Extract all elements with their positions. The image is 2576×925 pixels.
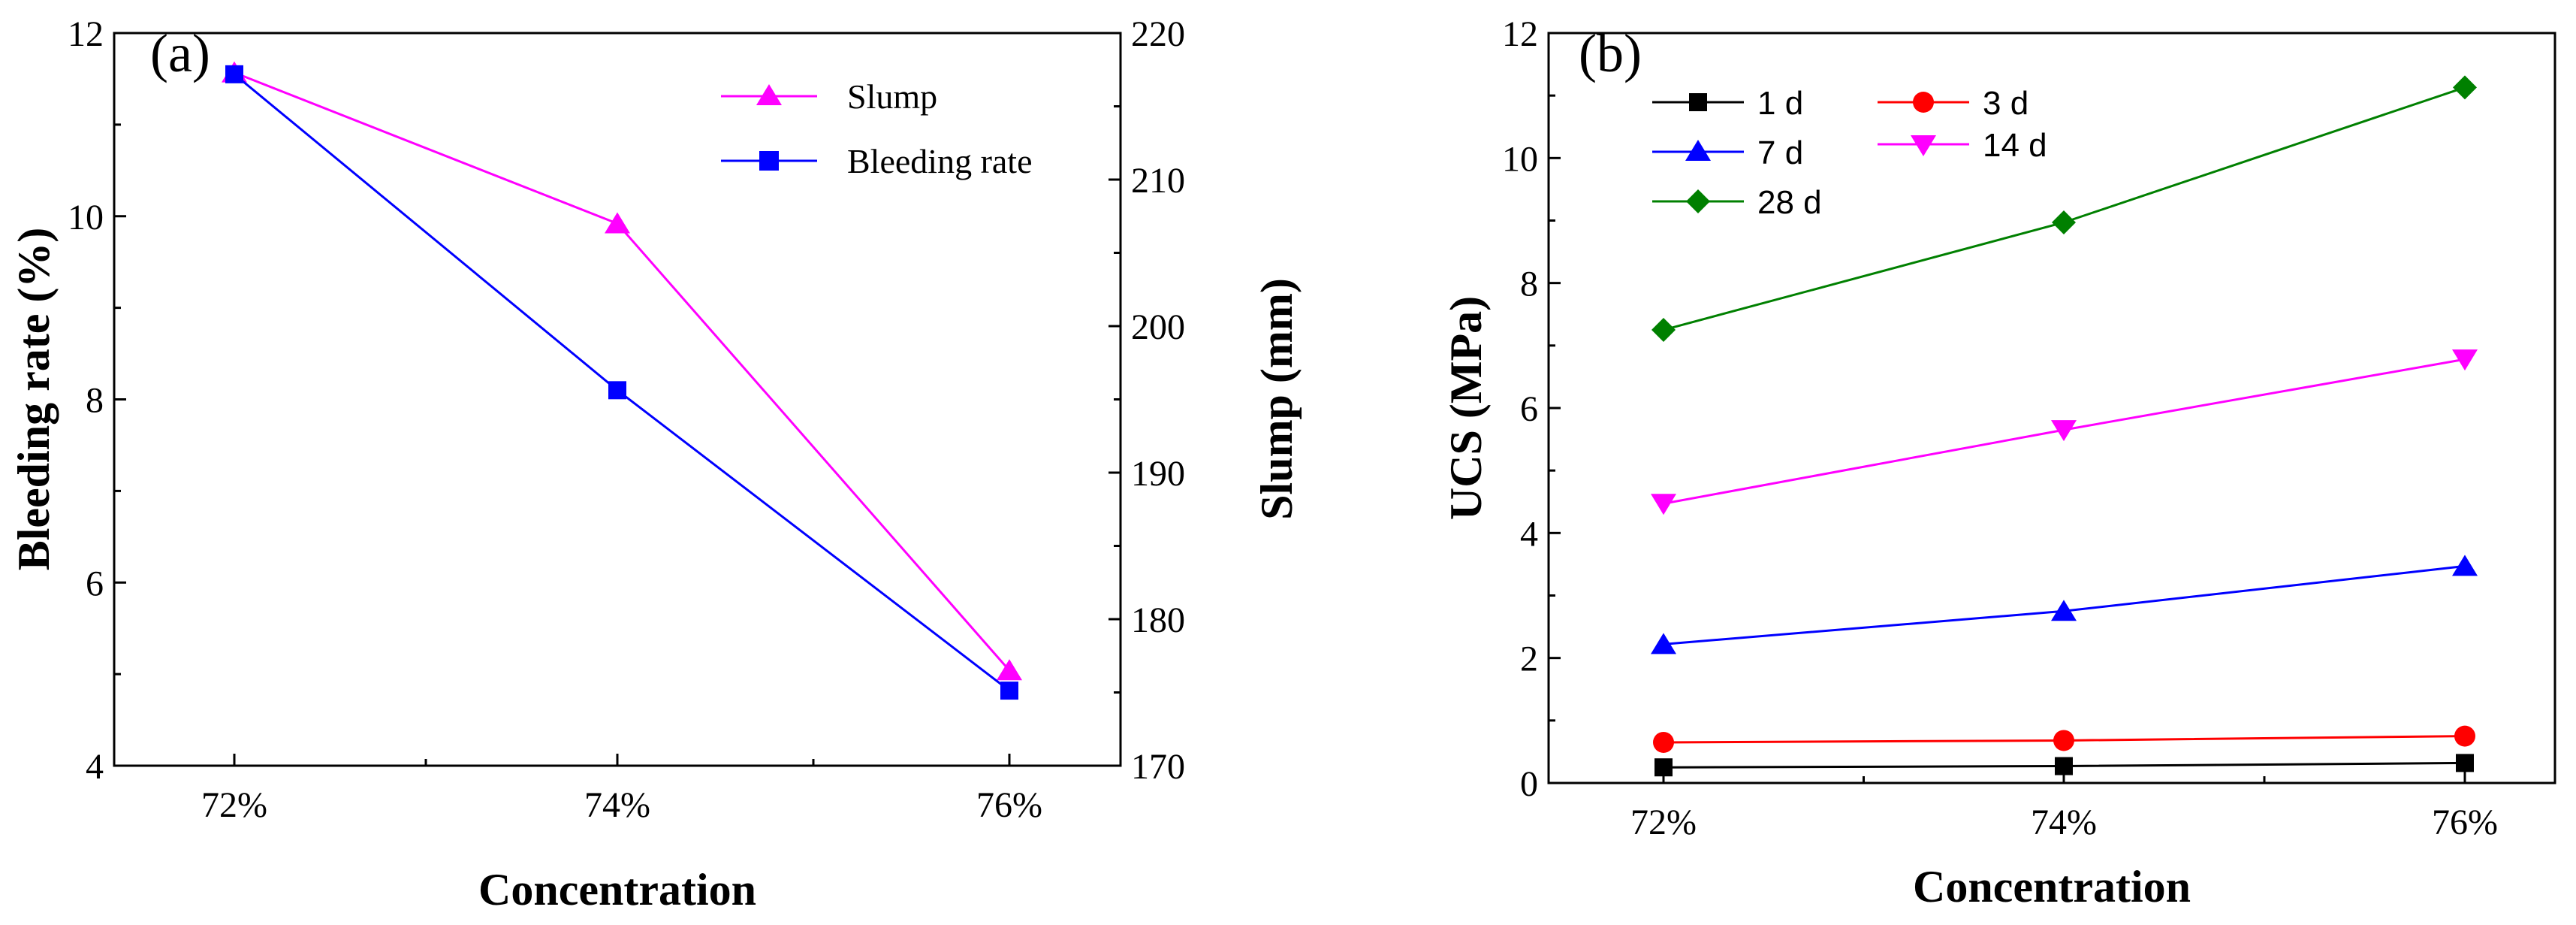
- left-tick-label-12: 12: [68, 14, 104, 54]
- y-tick-label-12: 12: [1502, 14, 1538, 54]
- b-x-tick-label-76: 76%: [2432, 803, 2498, 842]
- panel-a-right-axis-title: Slump (mm): [1252, 278, 1302, 520]
- right-tick-label-220: 220: [1131, 14, 1185, 54]
- legend-item-28d: 28 d: [1652, 184, 1822, 221]
- left-tick-label-10: 10: [68, 198, 104, 237]
- legend-label-bleeding-rate: Bleeding rate: [847, 142, 1033, 180]
- series-point-14-d-72: [1651, 494, 1676, 515]
- series-point-1-d-76: [2456, 754, 2474, 772]
- panel-b-legend: 1 d 3 d 7 d 14 d 28 d: [1652, 85, 2047, 221]
- right-tick-label-180: 180: [1131, 600, 1185, 640]
- panel-b-y-axis-title: UCS (MPa): [1441, 296, 1491, 520]
- panel-b-label: (b): [1579, 23, 1642, 83]
- series-point-slump-76: [997, 659, 1022, 681]
- legend-marker-bleeding-rate: [759, 151, 779, 171]
- legend-label-28d: 28 d: [1757, 184, 1822, 221]
- panel-b: (b) 0 2 4 6 8 10 12 72% 74% 76% UCS (MPa) Concen…: [1441, 14, 2556, 911]
- panel-a-left-axis-title: Bleeding rate (%): [9, 228, 59, 571]
- legend-label-7d: 7 d: [1757, 135, 1803, 171]
- panel-a-legend: Slump Bleeding rate: [721, 77, 1033, 180]
- legend-item-7d: 7 d: [1652, 135, 1803, 171]
- y-tick-label-6: 6: [1520, 389, 1538, 429]
- panel-b-y-ticks: 0 2 4 6 8 10 12: [1502, 14, 1561, 804]
- legend-marker-slump: [756, 84, 782, 105]
- series-point-3-d-72: [1653, 731, 1674, 753]
- legend-label-14d: 14 d: [1983, 127, 2047, 164]
- legend-marker-14d: [1911, 135, 1936, 156]
- series-point-slump-74: [605, 212, 630, 234]
- b-x-tick-label-72: 72%: [1630, 803, 1697, 842]
- right-tick-label-190: 190: [1131, 454, 1185, 494]
- series-point-7-d-76: [2452, 555, 2478, 576]
- panel-b-x-axis-title: Concentration: [1913, 862, 2191, 911]
- legend-marker-1d: [1689, 93, 1707, 111]
- panel-a: (a) 4 6 8 10 12 170 180 190 200 210 220 72% 74% 76%…: [9, 14, 1302, 914]
- right-tick-label-210: 210: [1131, 161, 1185, 201]
- left-tick-label-8: 8: [86, 381, 104, 421]
- legend-marker-7d: [1685, 140, 1711, 161]
- legend-label-1d: 1 d: [1757, 85, 1803, 122]
- series-point-28-d-74: [2052, 210, 2076, 234]
- legend-item-1d: 1 d: [1652, 85, 1803, 122]
- panel-a-x-ticks: 72% 74% 76%: [201, 754, 1042, 825]
- series-point-bleeding-rate-76: [1000, 682, 1018, 700]
- y-tick-label-8: 8: [1520, 265, 1538, 304]
- y-tick-label-4: 4: [1520, 514, 1538, 554]
- right-tick-label-200: 200: [1131, 307, 1185, 347]
- y-tick-label-0: 0: [1520, 764, 1538, 804]
- panel-a-plot: [222, 61, 1022, 700]
- panel-b-x-ticks: 72% 74% 76%: [1630, 771, 2498, 842]
- legend-item-3d: 3 d: [1878, 85, 2029, 122]
- series-point-28-d-76: [2453, 75, 2477, 100]
- y-tick-label-10: 10: [1502, 139, 1538, 179]
- panel-a-left-ticks: 4 6 8 10 12: [68, 14, 126, 787]
- panel-a-label: (a): [150, 23, 210, 83]
- x-tick-label-74: 74%: [584, 785, 650, 825]
- legend-label-slump: Slump: [847, 77, 937, 116]
- panel-a-x-axis-title: Concentration: [478, 865, 756, 914]
- series-point-7-d-74: [2051, 600, 2077, 621]
- y-tick-label-2: 2: [1520, 639, 1538, 679]
- series-point-7-d-72: [1651, 633, 1676, 654]
- series-point-bleeding-rate-72: [225, 65, 243, 83]
- series-point-bleeding-rate-74: [608, 381, 626, 400]
- legend-label-3d: 3 d: [1983, 85, 2029, 122]
- panel-b-plot: [1651, 75, 2478, 777]
- b-x-tick-label-74: 74%: [2031, 803, 2097, 842]
- series-point-14-d-76: [2452, 349, 2478, 371]
- legend-item-14d: 14 d: [1878, 127, 2047, 164]
- right-tick-label-170: 170: [1131, 747, 1185, 787]
- left-tick-label-6: 6: [86, 564, 104, 603]
- left-tick-label-4: 4: [86, 747, 104, 787]
- series-point-3-d-76: [2454, 725, 2475, 747]
- legend-item-slump: Slump: [721, 77, 937, 116]
- series-point-14-d-74: [2051, 420, 2077, 442]
- legend-marker-28d: [1686, 189, 1710, 213]
- x-tick-label-76: 76%: [976, 785, 1042, 825]
- legend-marker-3d: [1913, 92, 1934, 113]
- series-point-3-d-74: [2053, 730, 2074, 751]
- legend-item-bleeding-rate: Bleeding rate: [721, 142, 1033, 180]
- series-point-28-d-72: [1651, 318, 1676, 343]
- panel-a-right-ticks: 170 180 190 200 210 220: [1109, 14, 1185, 787]
- x-tick-label-72: 72%: [201, 785, 267, 825]
- series-point-1-d-74: [2055, 757, 2073, 775]
- series-point-1-d-72: [1654, 758, 1673, 777]
